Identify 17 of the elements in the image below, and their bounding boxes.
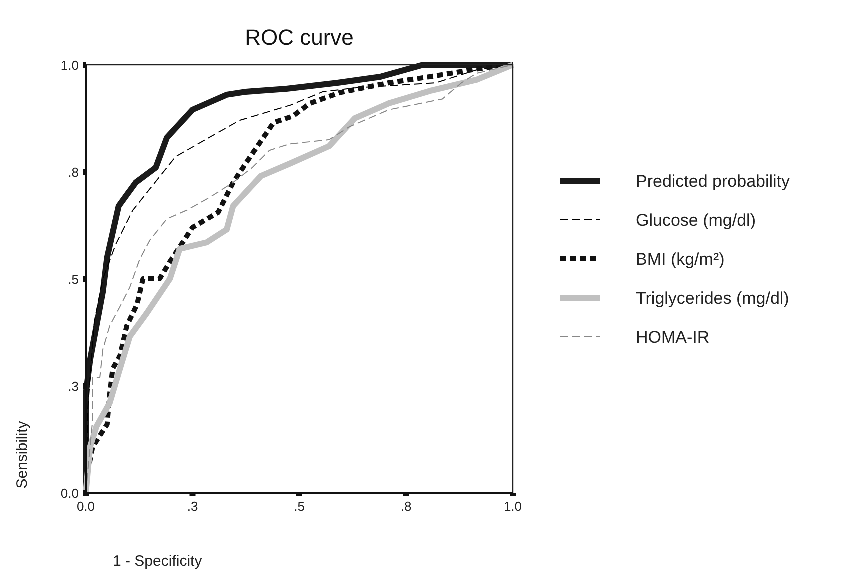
x-axis-title: 1 - Specificity (113, 553, 203, 570)
y-tick-label: .3 (68, 379, 79, 394)
y-tick-label: 0.0 (60, 486, 79, 501)
y-tick-label: .5 (68, 272, 79, 287)
legend-label: HOMA-IR (636, 328, 710, 347)
y-tick-label: 1.0 (60, 58, 79, 73)
legend-label: Predicted probability (636, 172, 791, 191)
y-tick-label: .8 (68, 165, 79, 180)
legend-label: BMI (kg/m²) (636, 250, 725, 269)
y-axis-title: Sensibility (14, 420, 31, 489)
x-tick-label: 1.0 (504, 499, 522, 514)
legend-label: Triglycerides (mg/dl) (636, 289, 790, 308)
legend-label: Glucose (mg/dl) (636, 211, 756, 230)
chart-title: ROC curve (245, 25, 354, 50)
x-tick-label: .8 (400, 499, 412, 514)
x-tick-label: .3 (187, 499, 198, 514)
x-tick-label: .5 (294, 499, 305, 514)
